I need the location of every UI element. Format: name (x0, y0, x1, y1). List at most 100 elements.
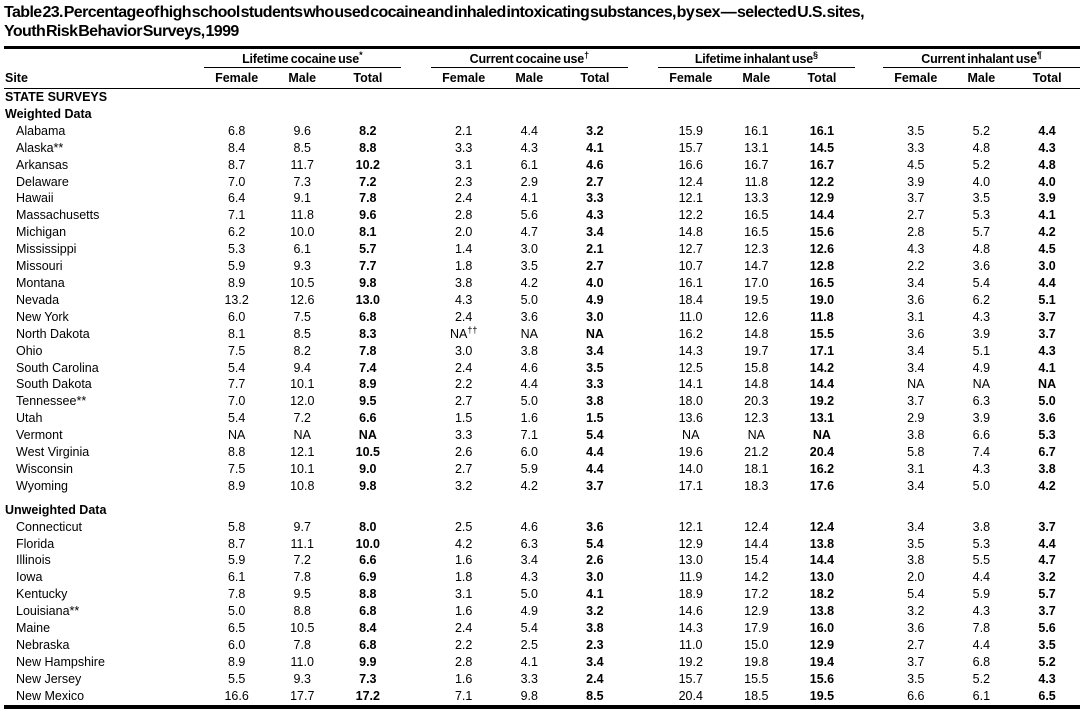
value-cell: 13.8 (809, 536, 835, 551)
column-spacer (855, 637, 883, 654)
site-cell: Massachusetts (16, 208, 100, 223)
column-spacer (628, 123, 658, 140)
value-cell: 12.4 (678, 174, 703, 189)
column-spacer (401, 309, 431, 326)
column-spacer (628, 427, 658, 444)
value-cell: 19.2 (809, 394, 835, 409)
value-cell: 19.6 (678, 445, 703, 460)
column-spacer (401, 326, 431, 343)
value-cell: 3.6 (586, 519, 604, 534)
value-cell: 2.8 (454, 654, 473, 669)
value-cell: 7.2 (293, 411, 311, 426)
value-cell: 15.8 (744, 360, 769, 375)
value-cell: NA (812, 428, 831, 443)
value-cell: 5.3 (1038, 428, 1056, 443)
value-cell: 1.6 (454, 671, 473, 686)
value-cell: 4.4 (1038, 123, 1056, 138)
column-spacer (855, 536, 883, 553)
value-cell: 12.9 (809, 638, 835, 652)
value-cell: 5.2 (1038, 654, 1056, 669)
value-cell: 8.8 (293, 604, 311, 619)
value-cell: 9.7 (293, 519, 311, 534)
value-cell: 3.9 (907, 174, 925, 189)
site-cell: Iowa (16, 570, 43, 585)
column-header-male: Male (269, 67, 336, 89)
value-cell: 8.9 (227, 275, 246, 290)
site-cell: Nebraska (16, 638, 70, 652)
value-cell: 3.2 (1038, 570, 1056, 585)
value-cell: 4.2 (1038, 478, 1056, 493)
value-cell: 7.7 (227, 377, 246, 392)
value-cell: 3.4 (520, 553, 538, 568)
value-cell: 5.7 (1038, 587, 1056, 602)
value-cell: 8.8 (359, 587, 377, 602)
column-spacer (628, 444, 658, 461)
table-row: New Mexico 16.6 17.7 17.2 7.1 9.8 8.5 20.4 18.5 1… (4, 688, 1080, 705)
value-cell: 5.6 (1038, 621, 1056, 636)
value-cell: 2.4 (454, 360, 473, 375)
value-cell: 17.0 (744, 275, 769, 290)
value-cell: 6.1 (293, 242, 311, 257)
column-spacer (855, 207, 883, 224)
value-cell: 14.1 (678, 377, 703, 392)
value-cell: 3.5 (907, 671, 925, 686)
value-cell: NA (585, 326, 604, 341)
site-cell: Alaska** (16, 140, 64, 155)
column-header-total: Total (1014, 67, 1080, 89)
value-cell: 5.3 (972, 536, 991, 551)
column-spacer (855, 569, 883, 586)
value-cell: 19.5 (744, 292, 769, 307)
value-cell: 12.9 (809, 191, 835, 206)
value-cell: 9.8 (359, 275, 377, 290)
column-header-female: Female (657, 67, 724, 89)
column-spacer (628, 376, 658, 393)
table-row: Wyoming 8.9 10.8 9.8 3.2 4.2 3.7 17.1 18.3 17.6 3.… (4, 478, 1080, 495)
value-cell: 4.3 (972, 604, 991, 619)
value-cell: NA (227, 428, 246, 443)
value-cell: 2.7 (907, 638, 925, 652)
value-cell: 20.4 (809, 445, 835, 460)
footnote-marker: ¶ (1036, 49, 1042, 60)
value-cell: 10.7 (678, 259, 703, 274)
value-cell: 3.7 (907, 394, 925, 409)
value-cell: 15.7 (678, 140, 703, 155)
value-cell: 5.4 (586, 428, 604, 443)
column-spacer (401, 478, 431, 495)
value-cell: NA (520, 326, 538, 341)
column-spacer (401, 410, 431, 427)
column-spacer (401, 275, 431, 292)
column-spacer (401, 207, 431, 224)
value-cell: 8.1 (359, 225, 377, 240)
column-spacer (628, 519, 658, 536)
value-cell: 4.4 (586, 445, 604, 460)
value-cell: 3.0 (586, 570, 604, 585)
column-header-male: Male (496, 67, 563, 89)
value-cell: 3.9 (1038, 191, 1056, 206)
column-header-total: Total (789, 67, 855, 89)
value-cell: 8.7 (227, 536, 246, 551)
column-spacer (628, 157, 658, 174)
value-cell: 3.6 (520, 309, 538, 324)
value-cell: 2.5 (454, 519, 473, 534)
column-spacer (628, 258, 658, 275)
value-cell: 5.4 (972, 275, 991, 290)
value-cell: 3.3 (586, 377, 604, 392)
column-spacer (855, 478, 883, 495)
value-cell: 15.6 (809, 225, 835, 240)
value-cell: 8.2 (293, 343, 311, 358)
column-spacer (628, 360, 658, 377)
column-spacer (628, 174, 658, 191)
site-cell: Tennessee** (16, 394, 87, 409)
value-cell: 1.5 (454, 411, 473, 426)
value-cell: 3.3 (907, 140, 925, 155)
value-cell: 3.2 (907, 604, 925, 619)
value-cell: 5.0 (520, 394, 538, 409)
value-cell: 3.2 (586, 123, 604, 138)
value-cell: 12.1 (678, 519, 703, 534)
value-cell: 5.4 (227, 360, 246, 375)
site-cell: North Dakota (16, 326, 90, 341)
value-cell: 3.6 (907, 326, 925, 341)
value-cell: 17.1 (809, 343, 835, 358)
value-cell: 4.8 (1038, 157, 1056, 172)
value-cell: 14.8 (678, 225, 703, 240)
